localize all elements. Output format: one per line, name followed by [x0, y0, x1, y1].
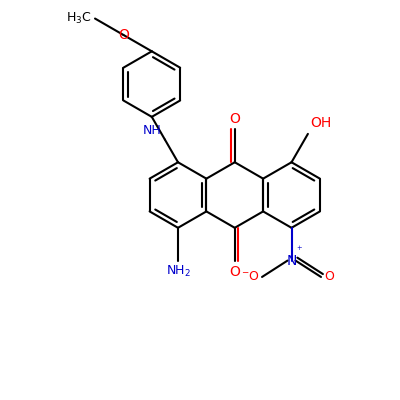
Text: O: O — [324, 270, 334, 284]
Text: N: N — [286, 254, 297, 268]
Text: O: O — [229, 112, 240, 126]
Text: OH: OH — [310, 116, 331, 130]
Text: $^{+}$: $^{+}$ — [296, 246, 304, 256]
Text: NH$_2$: NH$_2$ — [166, 264, 190, 279]
Text: NH: NH — [143, 124, 162, 136]
Text: O: O — [229, 264, 240, 278]
Text: $^{-}$O: $^{-}$O — [241, 270, 260, 284]
Text: O: O — [118, 28, 129, 42]
Text: H$_3$C: H$_3$C — [66, 11, 92, 26]
